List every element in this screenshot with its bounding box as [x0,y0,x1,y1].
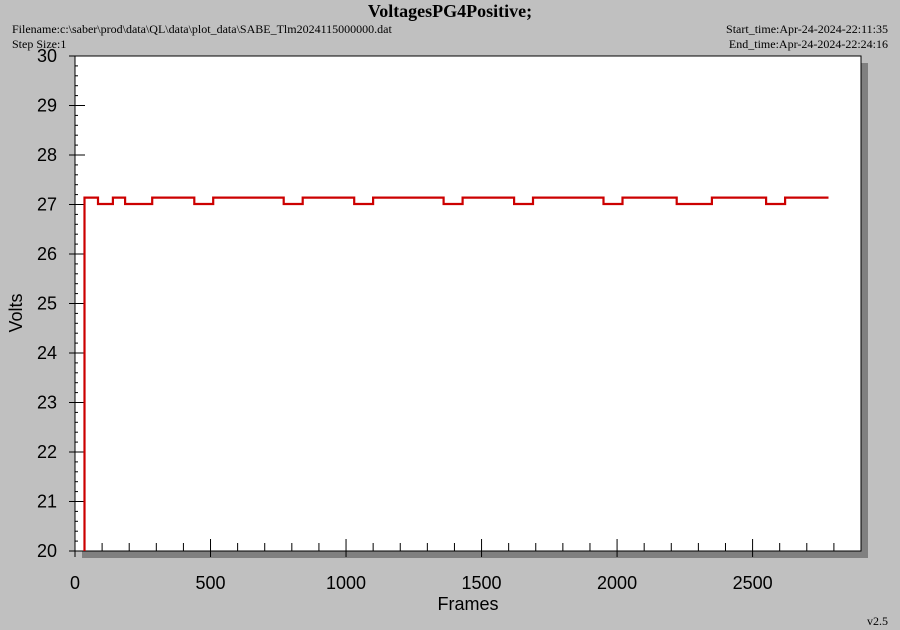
y-tick-label: 28 [37,145,57,165]
y-tick-label: 22 [37,442,57,462]
version-text: v2.5 [867,614,888,628]
x-tick-label: 2000 [597,573,637,593]
x-tick-label: 0 [70,573,80,593]
y-tick-label: 27 [37,195,57,215]
x-tick-label: 500 [195,573,225,593]
x-tick-label: 2500 [733,573,773,593]
plot-area [74,55,862,552]
x-axis-label: Frames [437,594,498,614]
start-time-text: Start_time:Apr-24-2024-22:11:35 [726,22,888,36]
x-axis-ticks: 0 500 1000 1500 2000 2500 [70,539,862,593]
y-tick-label: 23 [37,393,57,413]
y-tick-label: 30 [37,46,57,66]
y-tick-label: 25 [37,294,57,314]
y-tick-label: 26 [37,244,57,264]
y-tick-label: 24 [37,343,57,363]
x-tick-label: 1000 [326,573,366,593]
y-axis-ticks: 20 21 22 23 24 25 26 27 28 29 30 [37,46,85,561]
series-line-0 [83,196,829,551]
y-tick-label: 20 [37,541,57,561]
y-tick-label: 29 [37,96,57,116]
y-axis-label: Volts [6,293,26,332]
x-tick-label: 1500 [462,573,502,593]
chart-title: VoltagesPG4Positive; [367,1,533,21]
filename-text: Filename:c:\saber\prod\data\QL\data\plot… [12,22,392,36]
y-tick-label: 21 [37,492,57,512]
series-group [83,196,829,551]
step-size-text: Step Size:1 [12,37,67,51]
end-time-text: End_time:Apr-24-2024-22:24:16 [728,37,888,51]
